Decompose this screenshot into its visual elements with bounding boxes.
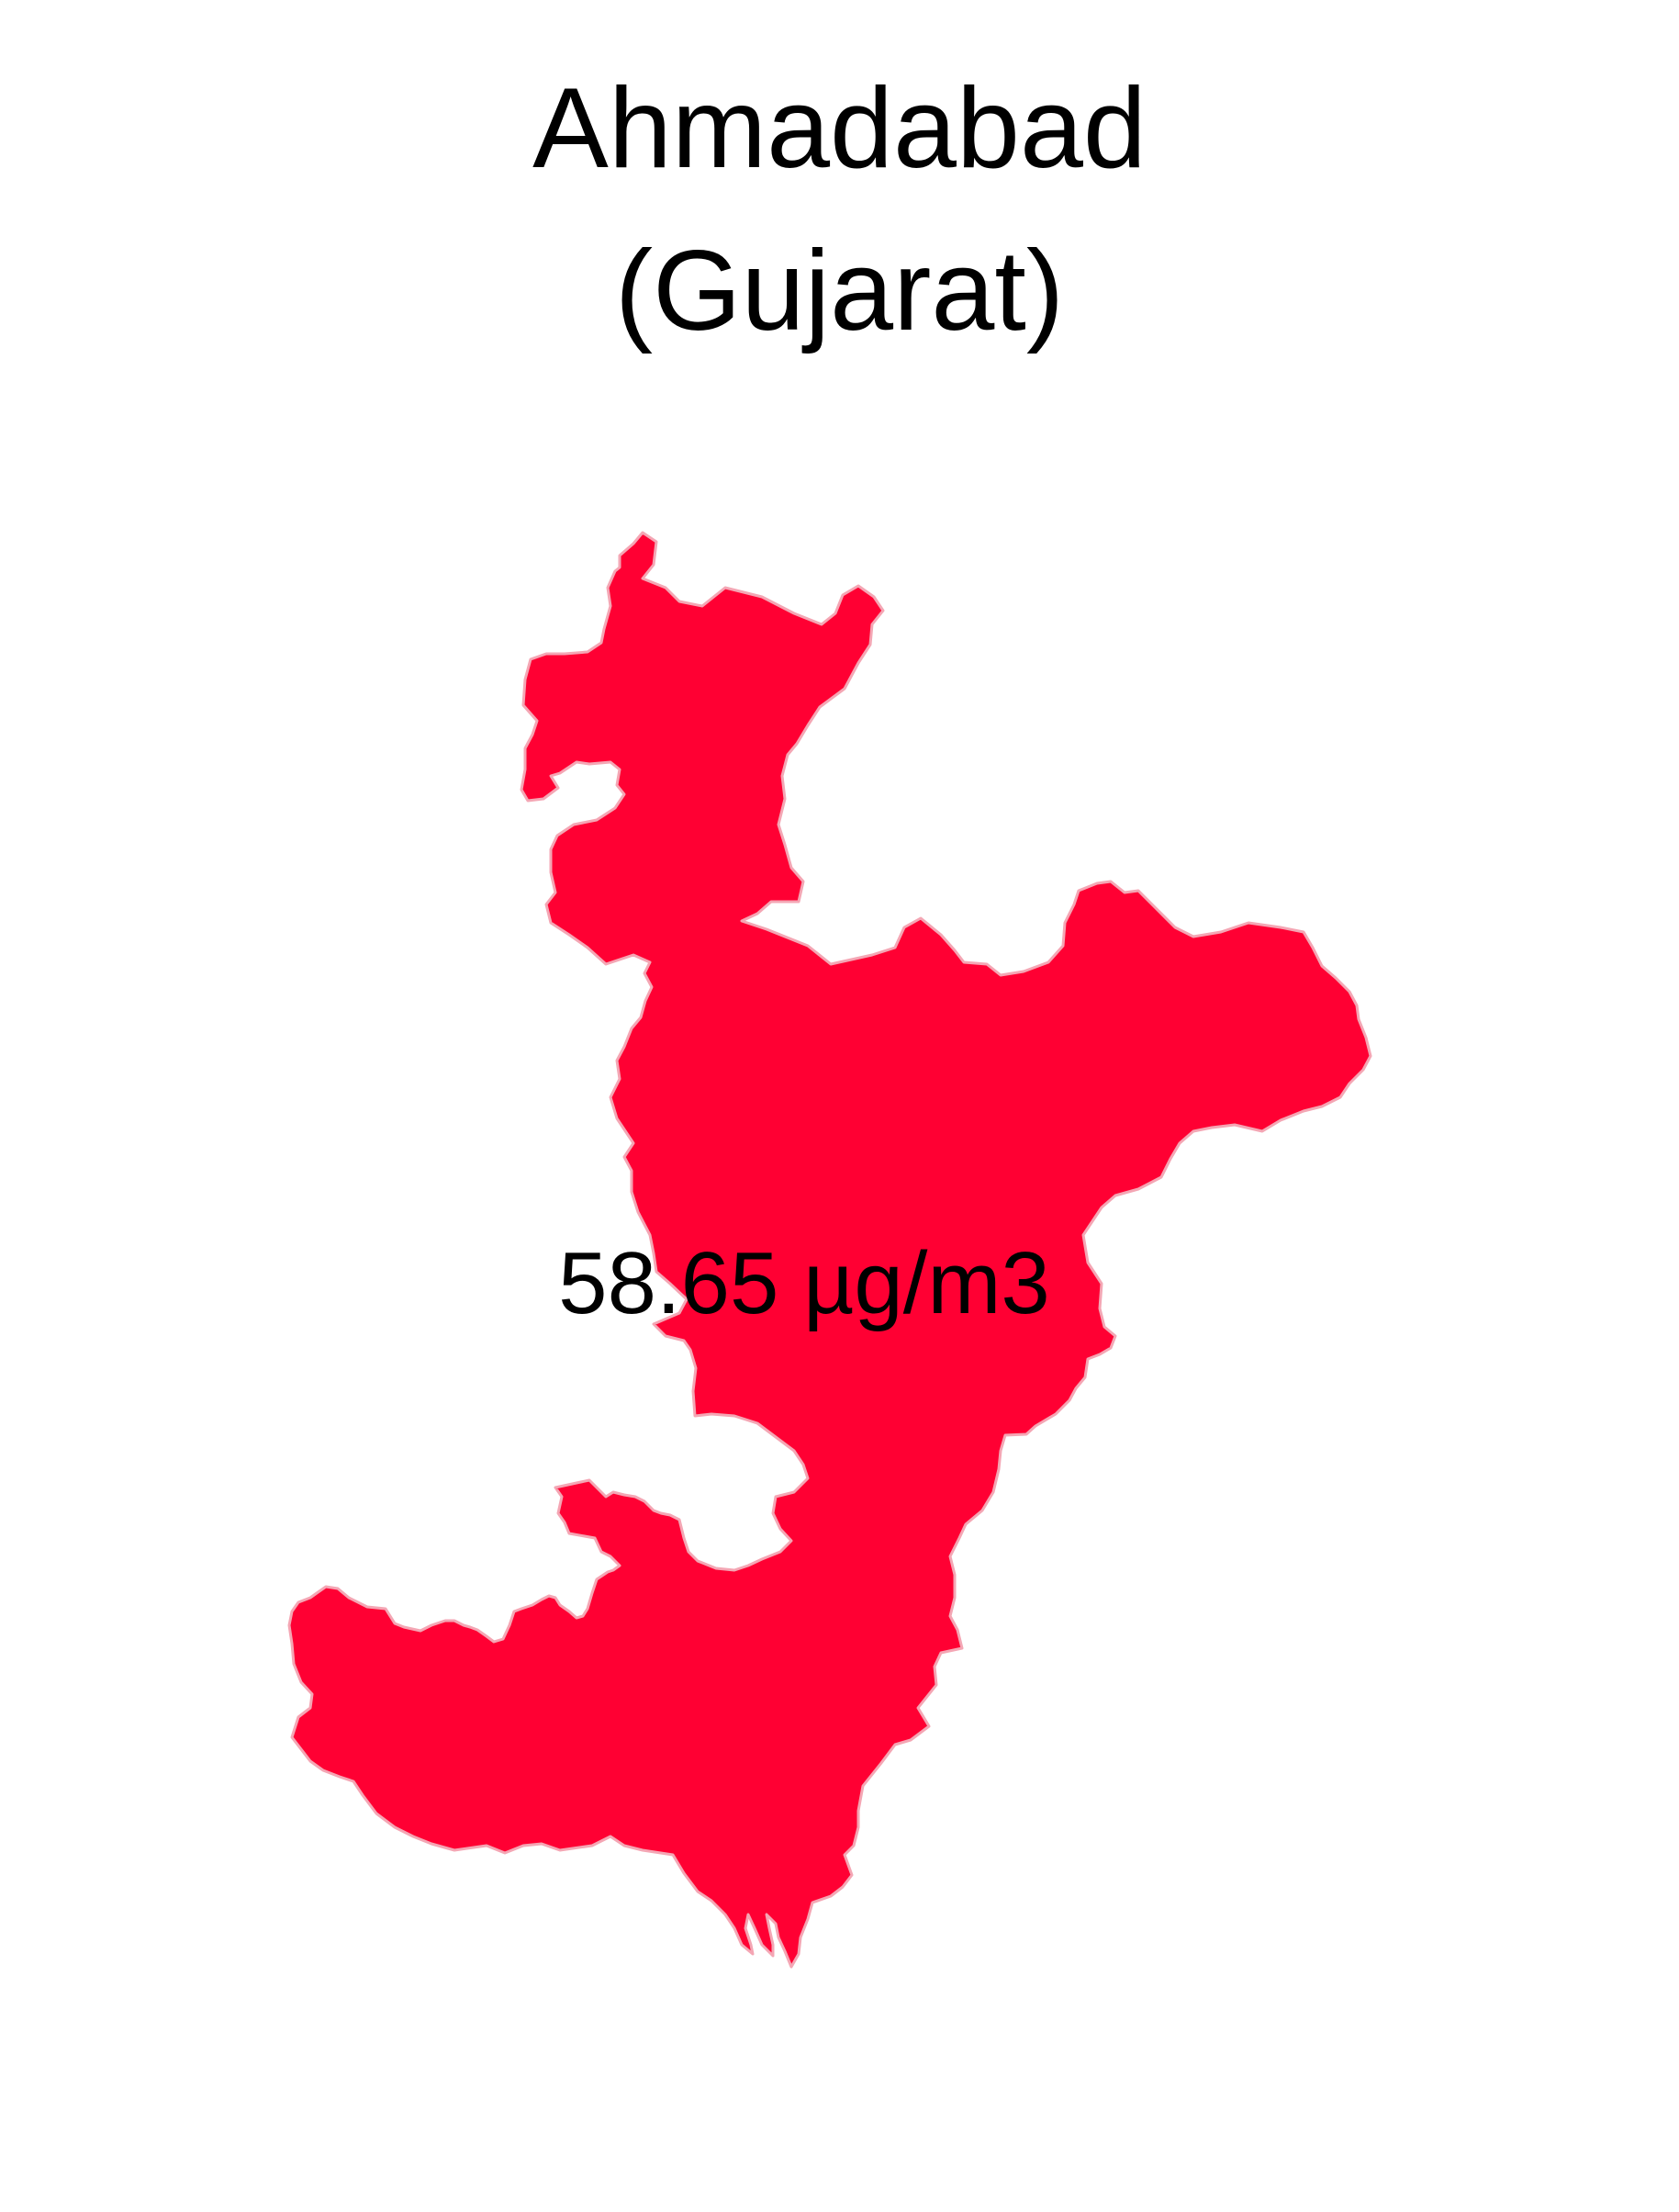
map-title-state: (Gujarat): [614, 228, 1065, 354]
district-boundary-ahmadabad: [287, 531, 1372, 1969]
pollution-value-label: 58.65 µg/m3: [558, 1234, 1050, 1332]
map-title-district: Ahmadabad: [532, 65, 1147, 192]
